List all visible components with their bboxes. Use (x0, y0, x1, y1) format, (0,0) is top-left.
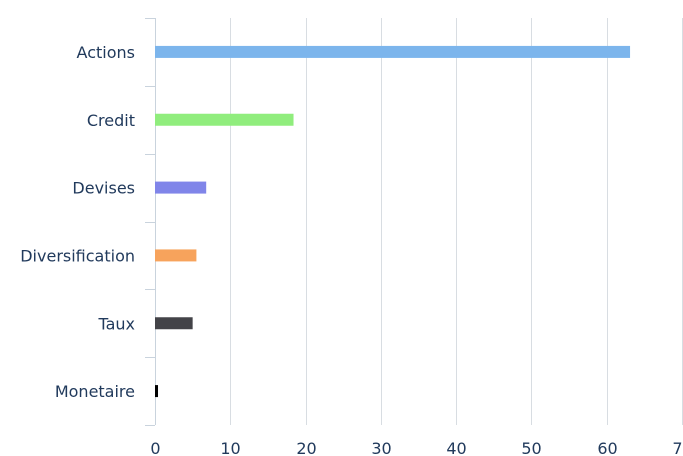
label-layer: 0 10 20 30 40 50 60 70 Actions Credit Devises Diver… (20, 43, 683, 456)
bar-actions[interactable] (155, 45, 631, 58)
x-tick-label: 10 (220, 439, 240, 456)
bar-diversification[interactable] (155, 249, 197, 262)
bar-taux[interactable] (155, 317, 193, 330)
grid-layer (230, 18, 683, 425)
axis-layer (145, 18, 156, 426)
bar-layer (155, 45, 631, 398)
category-label: Monetaire (55, 382, 135, 401)
x-tick-label: 0 (150, 439, 160, 456)
bar-credit[interactable] (155, 113, 294, 126)
x-tick-label: 70 (672, 439, 683, 456)
x-tick-label: 50 (521, 439, 541, 456)
category-label: Diversification (20, 246, 135, 265)
category-label: Devises (72, 179, 135, 198)
bar-devises[interactable] (155, 181, 207, 194)
category-label: Credit (87, 111, 135, 130)
bar-monetaire[interactable] (155, 385, 159, 398)
category-label: Actions (77, 43, 135, 62)
category-label: Taux (97, 314, 135, 333)
x-tick-label: 40 (446, 439, 466, 456)
x-tick-label: 30 (371, 439, 391, 456)
x-tick-label: 60 (597, 439, 617, 456)
x-tick-label: 20 (296, 439, 316, 456)
